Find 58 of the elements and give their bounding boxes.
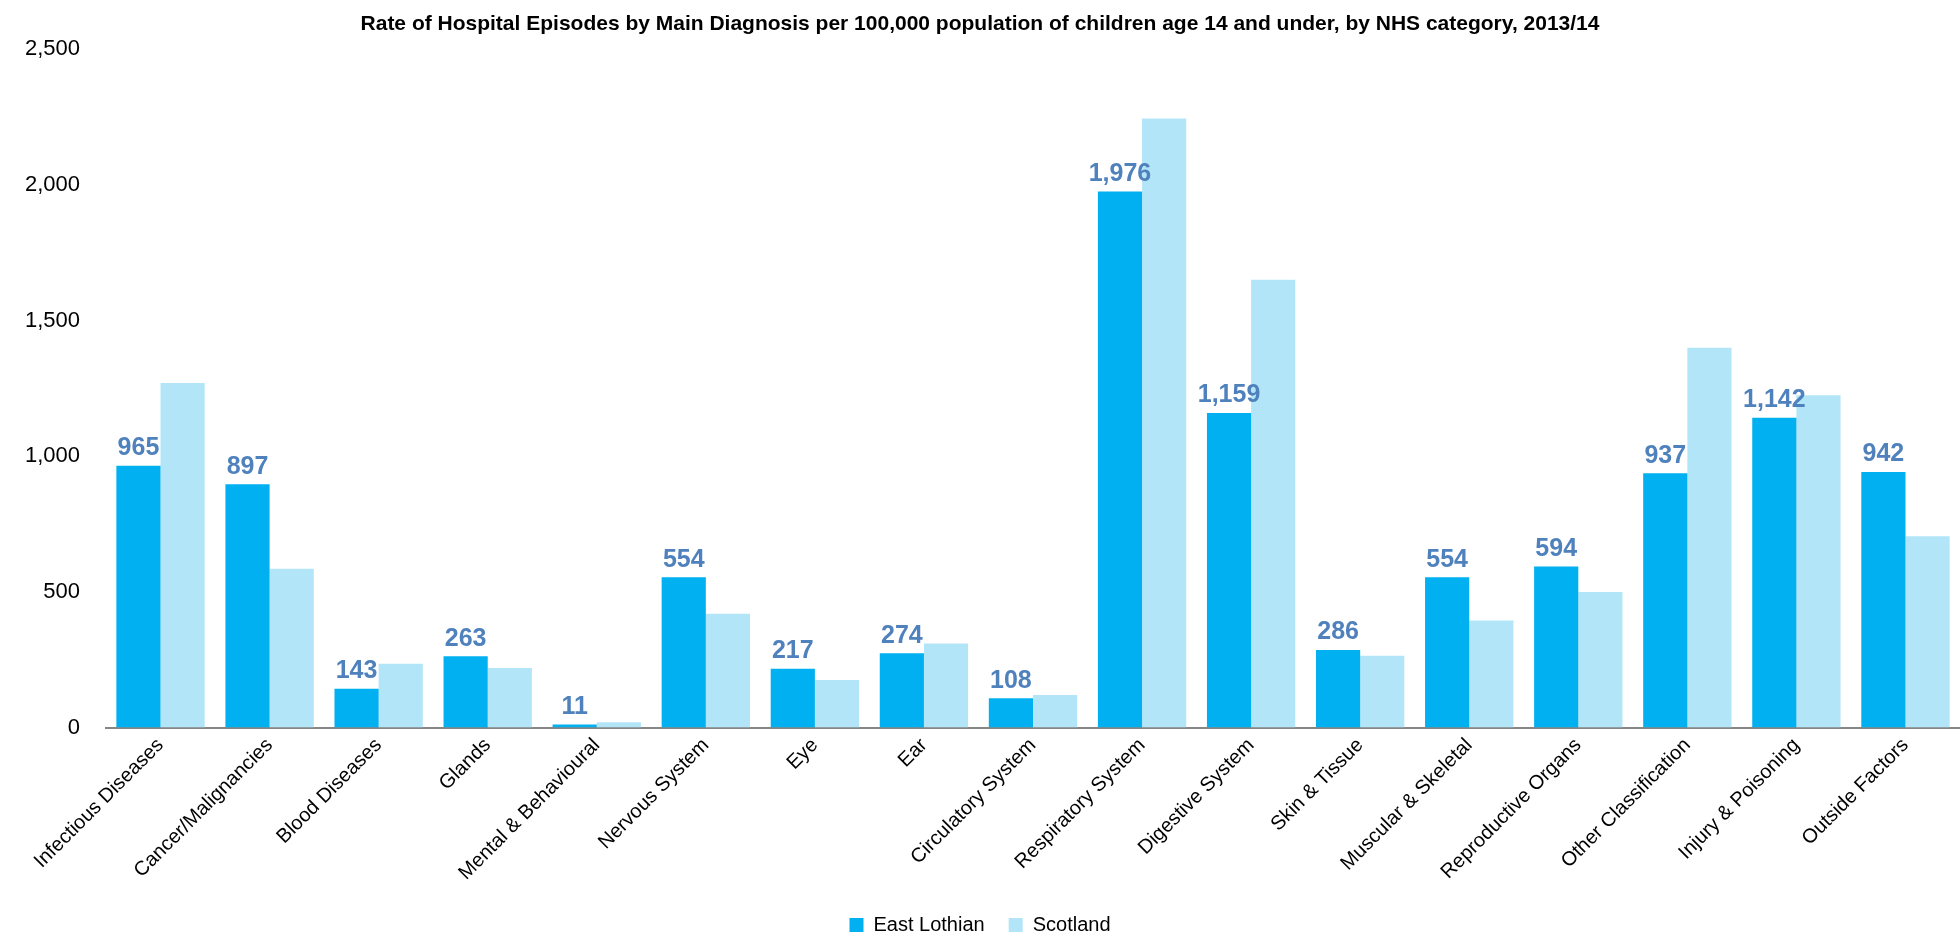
legend-label: Scotland xyxy=(1032,912,1111,935)
bar xyxy=(334,688,379,728)
y-tick-label: 2,500 xyxy=(24,35,80,61)
data-label: 897 xyxy=(226,450,269,479)
bar xyxy=(1687,347,1732,728)
data-label: 263 xyxy=(444,622,487,651)
bar xyxy=(1033,695,1078,728)
bar xyxy=(1316,649,1361,728)
y-tick-label: 1,000 xyxy=(24,442,80,468)
bar xyxy=(596,722,641,728)
bar xyxy=(923,643,969,728)
data-label: 1,976 xyxy=(1088,157,1152,186)
data-label: 965 xyxy=(117,432,160,461)
bar xyxy=(1206,413,1252,728)
data-label: 11 xyxy=(561,691,588,720)
bar xyxy=(1360,655,1405,728)
bar xyxy=(1534,566,1579,728)
y-tick-label: 500 xyxy=(43,577,80,603)
x-tick-label: Eye xyxy=(781,733,822,774)
bar xyxy=(988,698,1033,728)
data-label: 554 xyxy=(1426,543,1469,572)
chart-title: Rate of Hospital Episodes by Main Diagnosis per 100,000 population of children age 14 and under, by NHS category, 2013/14 xyxy=(360,11,1600,35)
y-tick-label: 2,000 xyxy=(24,170,80,196)
data-label: 554 xyxy=(662,543,705,572)
bar xyxy=(1469,620,1514,728)
bar xyxy=(814,680,860,728)
y-tick-label: 1,500 xyxy=(24,306,80,332)
data-label: 286 xyxy=(1317,616,1359,645)
bar xyxy=(1097,191,1143,728)
bar xyxy=(879,653,924,728)
bar xyxy=(705,613,750,728)
data-label: 937 xyxy=(1644,439,1687,468)
bar xyxy=(487,667,532,728)
bar xyxy=(1752,417,1797,728)
bar xyxy=(378,663,423,728)
bar xyxy=(661,577,706,728)
bar xyxy=(1425,577,1470,728)
bar xyxy=(1905,536,1950,728)
legend-label: East Lothian xyxy=(873,912,985,935)
data-label: 217 xyxy=(771,635,814,664)
bar xyxy=(1861,471,1906,728)
bar xyxy=(1643,473,1688,728)
bar xyxy=(160,382,205,728)
bar xyxy=(770,668,815,728)
bar xyxy=(1578,591,1623,728)
data-label: 274 xyxy=(881,619,923,648)
x-tick-label: Ear xyxy=(893,733,931,771)
data-label: 1,159 xyxy=(1197,379,1261,408)
y-tick-label: 0 xyxy=(67,713,80,739)
data-label: 143 xyxy=(335,655,378,684)
bar xyxy=(116,465,161,728)
data-label: 594 xyxy=(1535,532,1578,561)
data-label: 1,142 xyxy=(1743,384,1806,413)
bar xyxy=(225,484,270,728)
bar xyxy=(443,656,488,728)
data-label: 942 xyxy=(1862,438,1905,467)
data-label: 108 xyxy=(990,664,1032,693)
bar xyxy=(269,568,314,728)
